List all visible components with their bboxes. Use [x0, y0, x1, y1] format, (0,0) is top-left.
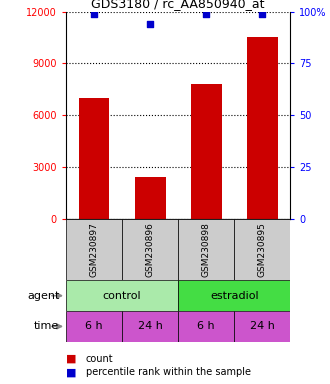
Text: GSM230898: GSM230898 [202, 222, 211, 277]
Point [91, 10, 97, 17]
Text: estradiol: estradiol [210, 291, 259, 301]
Point [148, 21, 153, 27]
Text: agent: agent [27, 291, 59, 301]
Bar [178, 311, 234, 342]
Text: ■: ■ [66, 354, 77, 364]
Text: 24 h: 24 h [138, 321, 163, 331]
Bar [178, 219, 234, 280]
Point [204, 10, 209, 17]
Bar [66, 280, 178, 311]
Text: GSM230897: GSM230897 [89, 222, 99, 277]
Bar [122, 311, 178, 342]
Bar [122, 219, 178, 280]
Point [260, 10, 265, 17]
Bar [234, 219, 290, 280]
Bar [191, 84, 222, 219]
Bar [135, 177, 166, 219]
Text: 24 h: 24 h [250, 321, 275, 331]
Text: GSM230896: GSM230896 [146, 222, 155, 277]
Bar [66, 219, 122, 280]
Text: percentile rank within the sample: percentile rank within the sample [86, 367, 251, 377]
Bar [178, 280, 290, 311]
Text: time: time [34, 321, 59, 331]
Bar [234, 311, 290, 342]
Text: 6 h: 6 h [85, 321, 103, 331]
Bar [79, 98, 110, 219]
Title: GDS3180 / rc_AA850940_at: GDS3180 / rc_AA850940_at [91, 0, 265, 10]
Bar [66, 311, 122, 342]
Text: 6 h: 6 h [197, 321, 215, 331]
Text: control: control [103, 291, 142, 301]
Text: count: count [86, 354, 114, 364]
Text: GSM230895: GSM230895 [258, 222, 267, 277]
Bar [247, 38, 278, 219]
Text: ■: ■ [66, 367, 77, 377]
